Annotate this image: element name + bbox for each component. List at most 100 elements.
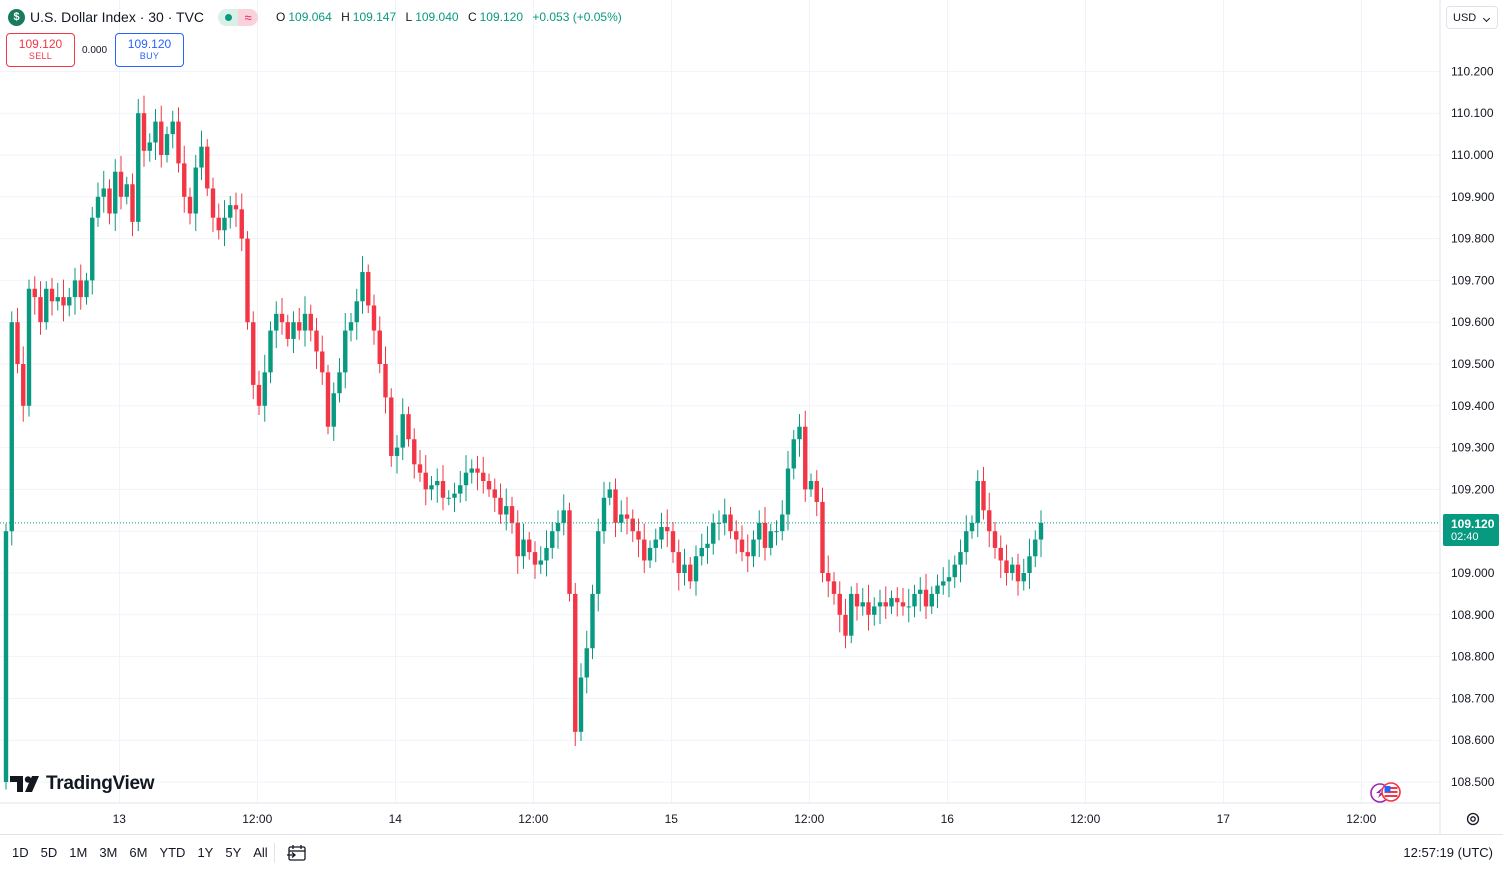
market-open-dot-icon[interactable]	[218, 8, 239, 26]
range-1m-button[interactable]: 1M	[69, 845, 88, 860]
candle	[67, 287, 72, 317]
candle	[130, 173, 135, 237]
range-5d-button[interactable]: 5D	[40, 845, 58, 860]
currency-select[interactable]: USD	[1446, 6, 1498, 29]
candle	[314, 318, 319, 370]
buy-label: BUY	[139, 51, 160, 61]
time-tick-label: 12:00	[242, 812, 272, 826]
candle	[906, 588, 911, 623]
candle	[84, 272, 89, 305]
price-chart[interactable]: 110.200 110.100 110.000 109.900 109.800 109.7…	[0, 0, 1503, 834]
candle	[481, 456, 486, 494]
candle	[429, 476, 434, 501]
candle	[49, 277, 55, 316]
symbol-icon[interactable]: $	[8, 8, 25, 26]
candle	[757, 510, 762, 558]
candle	[256, 370, 262, 415]
candle	[693, 545, 699, 596]
candle	[469, 459, 474, 484]
range-ytd-button[interactable]: YTD	[159, 845, 186, 860]
candle	[343, 313, 348, 389]
candle	[688, 557, 693, 589]
sell-button[interactable]: 109.120 SELL	[6, 33, 75, 67]
delayed-data-icon[interactable]: ≈	[238, 8, 259, 26]
range-1y-button[interactable]: 1Y	[197, 845, 214, 860]
candle	[1021, 558, 1026, 591]
candle	[423, 455, 428, 506]
candle	[952, 555, 957, 589]
candle	[831, 572, 837, 605]
tradingview-logo[interactable]: TradingView	[10, 772, 155, 796]
low-label: L	[405, 10, 413, 24]
market-status[interactable]: ≈	[218, 8, 259, 26]
range-5y-button[interactable]: 5Y	[225, 845, 242, 860]
candle	[124, 176, 129, 205]
candle	[377, 316, 382, 374]
candle	[325, 364, 331, 435]
price-axis: 110.200 110.100 110.000 109.900 109.800 109.7…	[1439, 0, 1495, 834]
candle	[647, 540, 653, 568]
price-tick-label: 109.900	[1451, 190, 1495, 204]
candle	[1033, 530, 1038, 568]
candle	[791, 430, 796, 480]
candle	[400, 398, 405, 461]
candle	[32, 276, 37, 315]
candle	[872, 597, 877, 626]
time-tick-label: 12:00	[518, 812, 548, 826]
candle	[538, 546, 543, 574]
time-tick-label: 15	[665, 812, 679, 826]
buy-button[interactable]: 109.120 BUY	[115, 33, 184, 67]
candle	[521, 523, 526, 569]
economic-events-icon[interactable]	[1369, 782, 1403, 804]
range-buttons: 1D 5D 1M 3M 6M YTD 1Y 5Y All	[6, 844, 274, 862]
candle	[711, 513, 716, 555]
candle	[182, 145, 187, 213]
candle	[360, 256, 365, 314]
time-tick-label: 16	[941, 812, 955, 826]
low-value: 109.040	[415, 10, 459, 24]
candle	[348, 313, 354, 342]
candle	[883, 586, 888, 619]
range-3m-button[interactable]: 3M	[99, 845, 118, 860]
buy-price: 109.120	[127, 37, 172, 51]
candle	[55, 282, 60, 311]
utc-clock[interactable]: 12:57:19 (UTC)	[1403, 845, 1493, 860]
candle	[561, 494, 566, 536]
go-to-date-icon[interactable]	[286, 843, 308, 863]
candle	[268, 321, 273, 384]
candle	[624, 496, 630, 535]
candle	[584, 630, 589, 694]
candle	[515, 510, 520, 574]
candle	[159, 105, 164, 168]
candle	[797, 414, 802, 457]
candle	[187, 187, 193, 225]
candle	[320, 335, 325, 385]
candle	[676, 539, 681, 591]
range-1d-button[interactable]: 1D	[12, 845, 29, 860]
range-6m-button[interactable]: 6M	[129, 845, 148, 860]
candle	[228, 195, 233, 229]
candle	[107, 179, 112, 225]
candle	[964, 515, 969, 565]
chart-grid	[0, 0, 1440, 803]
candle	[573, 583, 578, 747]
candle	[78, 264, 83, 310]
candle	[630, 509, 635, 543]
candle	[613, 478, 618, 538]
candle	[435, 468, 440, 503]
price-tick-label: 109.300	[1451, 441, 1495, 455]
candle	[222, 200, 227, 247]
price-tick-label: 109.400	[1451, 399, 1495, 413]
time-tick-label: 12:00	[794, 812, 824, 826]
symbol-title[interactable]: U.S. Dollar Index · 30 · TVC	[30, 9, 205, 25]
candle	[745, 534, 750, 573]
settings-gear-icon[interactable]	[1464, 810, 1482, 828]
candle	[780, 500, 785, 541]
candle	[803, 410, 808, 502]
candle	[682, 548, 687, 586]
sell-label: SELL	[28, 51, 53, 61]
candle	[877, 589, 883, 624]
candle	[946, 559, 952, 598]
ohlc-values: O 109.064 H 109.147 L 109.040 C 109.120 +0.0…	[276, 10, 625, 24]
range-all-button[interactable]: All	[253, 845, 268, 860]
